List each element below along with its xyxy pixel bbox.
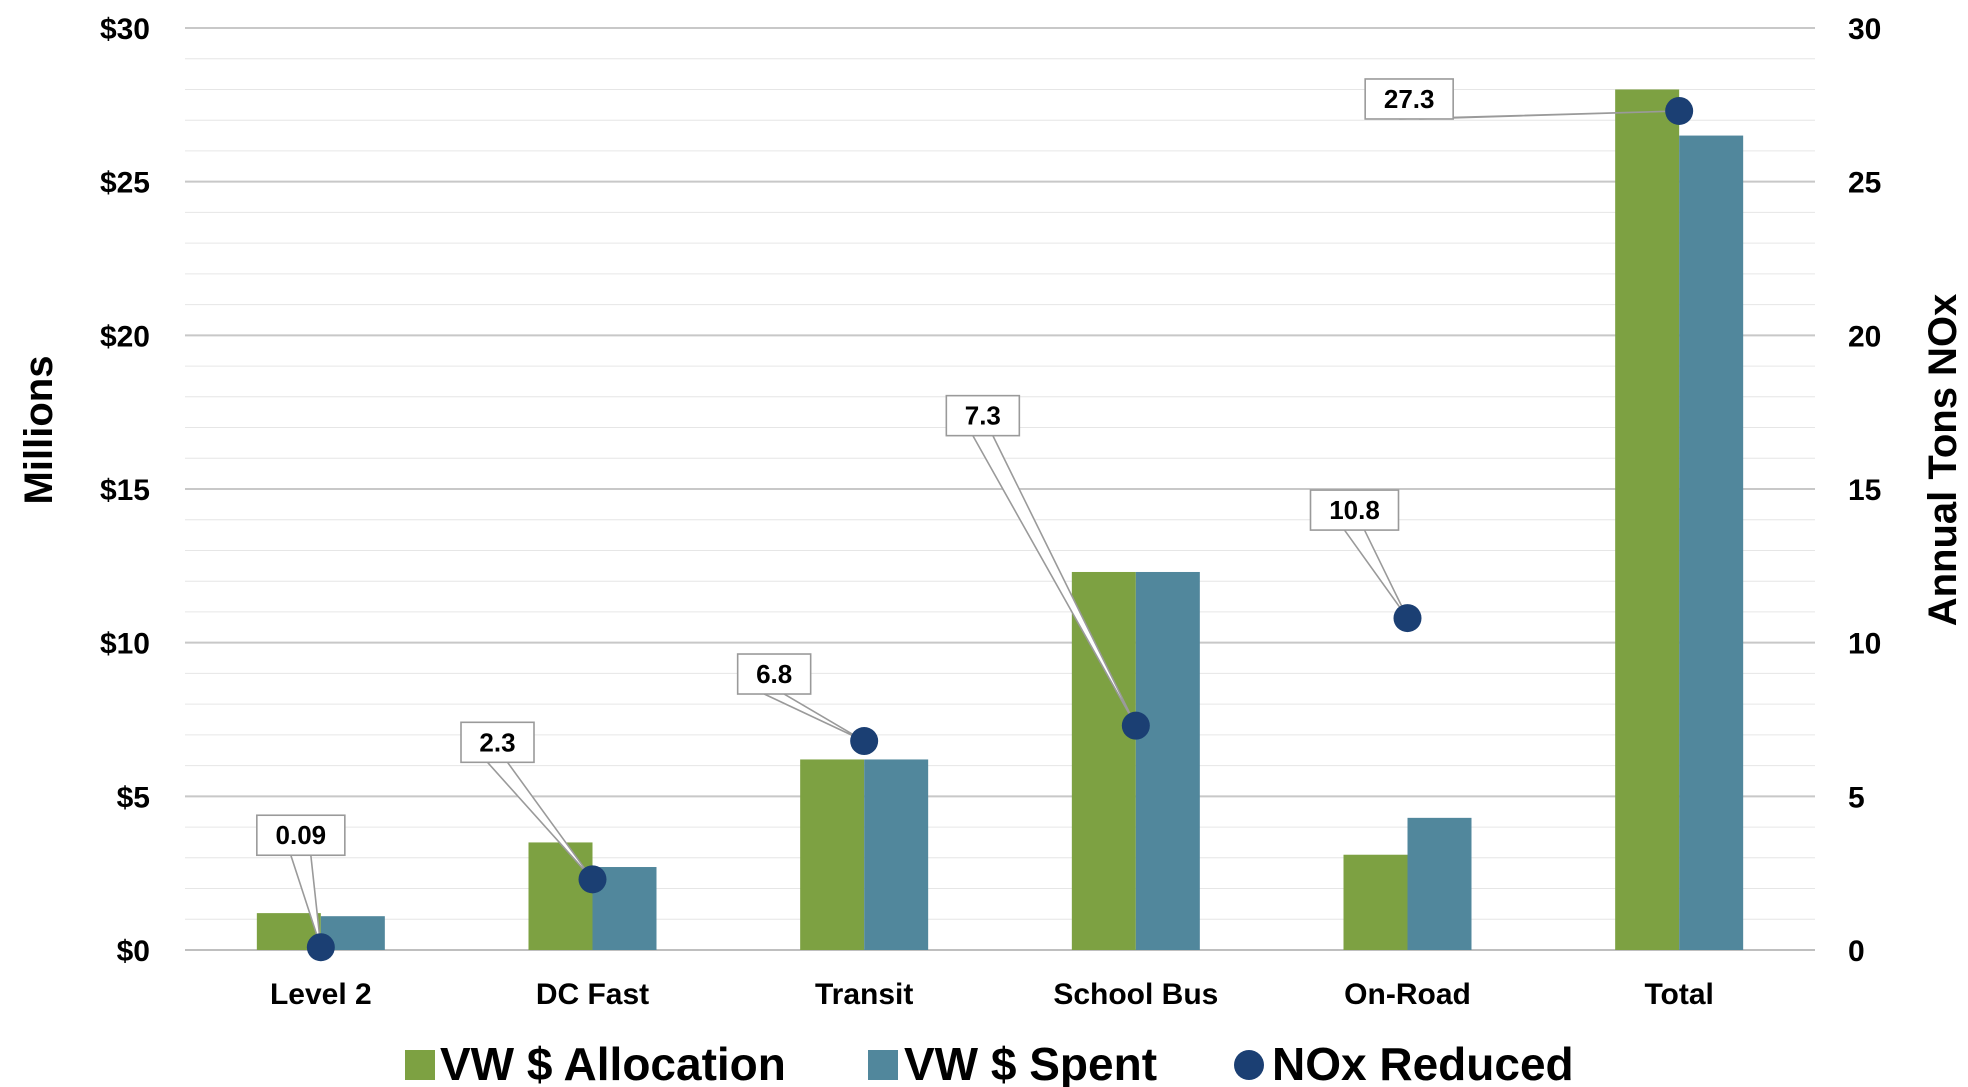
callout-box-0 bbox=[256, 814, 346, 857]
x-tick-label: Level 2 bbox=[270, 978, 372, 1011]
y-tick-label: $20 bbox=[100, 320, 150, 353]
legend-label-spent: VW $ Spent bbox=[904, 1038, 1157, 1087]
callout-label-1: 2.3 bbox=[479, 727, 515, 757]
y-tick-label: $15 bbox=[100, 474, 150, 507]
axis-ticks: $0 $5 $10 $15 $20 $25 $30 0 5 10 15 20 25 30 Level 2 DC… bbox=[100, 13, 1881, 1011]
legend-swatch-allocation bbox=[405, 1050, 435, 1080]
legend-label-nox: NOx Reduced bbox=[1272, 1038, 1574, 1087]
callout-box-5 bbox=[1364, 78, 1454, 120]
nox-point-0 bbox=[306, 933, 335, 962]
callout-box-3 bbox=[945, 394, 1021, 437]
legend: VW $ Allocation VW $ Spent NOx Reduced bbox=[405, 1038, 1574, 1087]
y2-tick-label: 0 bbox=[1848, 935, 1865, 968]
legend-marker-nox bbox=[1234, 1050, 1264, 1080]
callout-label-2: 6.8 bbox=[756, 659, 792, 689]
bars bbox=[256, 89, 1744, 951]
y-axis-title: Millions bbox=[17, 356, 61, 505]
y2-axis-title: Annual Tons NOx bbox=[1921, 294, 1965, 627]
nox-points bbox=[306, 96, 1694, 962]
bar-spent-2 bbox=[864, 759, 929, 950]
bar-allocation-1 bbox=[528, 842, 593, 950]
bar-spent-5 bbox=[1679, 135, 1744, 951]
callout-box-2 bbox=[736, 653, 812, 695]
callout-label-4: 10.8 bbox=[1329, 495, 1380, 525]
bar-spent-4 bbox=[1407, 817, 1472, 950]
y-tick-label: $10 bbox=[100, 628, 150, 661]
nox-point-3 bbox=[1121, 711, 1150, 740]
bar-allocation-4 bbox=[1343, 854, 1408, 950]
bar-allocation-2 bbox=[800, 759, 865, 950]
legend-swatch-spent bbox=[868, 1050, 898, 1080]
callout-leader-2 bbox=[763, 693, 865, 742]
nox-point-4 bbox=[1393, 604, 1422, 633]
x-tick-label: School Bus bbox=[1053, 978, 1218, 1011]
legend-label-allocation: VW $ Allocation bbox=[440, 1038, 786, 1087]
nox-point-5 bbox=[1665, 96, 1694, 125]
callout-box-4 bbox=[1309, 489, 1400, 531]
y-tick-label: $30 bbox=[100, 13, 150, 46]
y2-tick-label: 25 bbox=[1848, 167, 1881, 200]
x-tick-label: Transit bbox=[815, 978, 913, 1011]
x-tick-label: Total bbox=[1644, 978, 1713, 1011]
y2-tick-label: 30 bbox=[1848, 13, 1881, 46]
nox-point-2 bbox=[850, 727, 879, 756]
y2-tick-label: 10 bbox=[1848, 628, 1881, 661]
nox-callouts: 0.09 2.3 6.8 7.3 10.8 27.3 bbox=[256, 78, 1680, 948]
bar-allocation-3 bbox=[1071, 571, 1136, 950]
y-tick-label: $0 bbox=[117, 935, 150, 968]
y-tick-label: $25 bbox=[100, 167, 150, 200]
x-tick-label: DC Fast bbox=[536, 978, 649, 1011]
callout-label-3: 7.3 bbox=[965, 401, 1001, 431]
bar-spent-3 bbox=[1135, 571, 1200, 950]
y2-tick-label: 15 bbox=[1848, 474, 1881, 507]
bar-allocation-5 bbox=[1615, 89, 1680, 950]
callout-label-5: 27.3 bbox=[1384, 84, 1435, 114]
y2-tick-label: 5 bbox=[1848, 781, 1865, 814]
y-tick-label: $5 bbox=[117, 781, 150, 814]
callout-label-0: 0.09 bbox=[276, 820, 327, 850]
y2-tick-label: 20 bbox=[1848, 320, 1881, 353]
x-tick-label: On-Road bbox=[1344, 978, 1471, 1011]
callout-box-1 bbox=[460, 721, 535, 764]
gridlines bbox=[185, 27, 1815, 951]
callout-leader-4 bbox=[1343, 529, 1409, 619]
nox-point-1 bbox=[578, 865, 607, 894]
